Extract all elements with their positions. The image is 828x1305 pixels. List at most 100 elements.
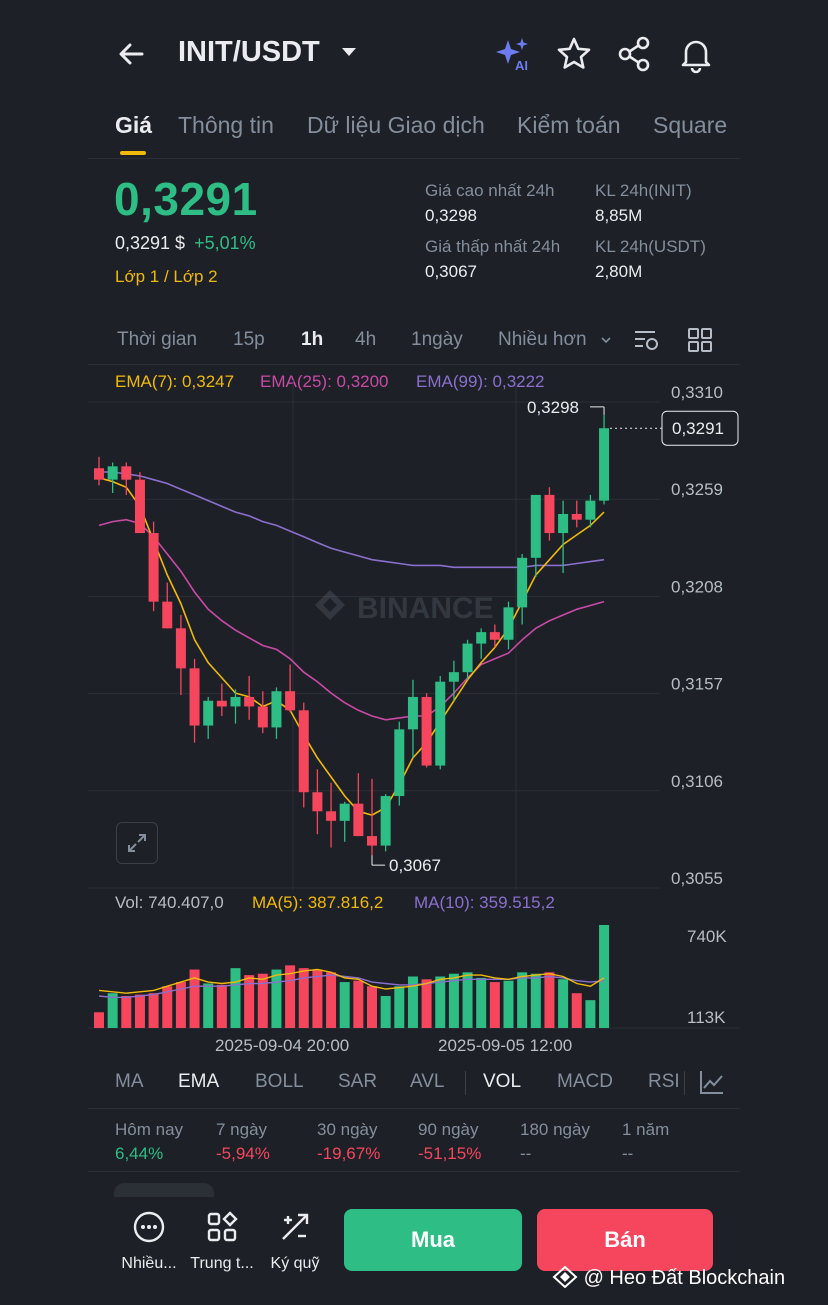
candlestick-chart[interactable]: 0,3310 0,3259 0,3208 0,3157 0,3106 0,3055 BIN… bbox=[0, 380, 828, 900]
volume-bar bbox=[326, 972, 337, 1028]
candle-body bbox=[599, 428, 610, 501]
back-arrow-icon[interactable] bbox=[112, 34, 152, 74]
interval-more[interactable]: Nhiều hơn bbox=[498, 329, 587, 350]
indicator-avl[interactable]: AVL bbox=[410, 1071, 445, 1092]
indicator-rsi[interactable]: RSI bbox=[648, 1071, 680, 1092]
candle-body bbox=[544, 494, 555, 534]
indicator-settings-icon[interactable] bbox=[632, 326, 660, 354]
candle-body bbox=[312, 792, 323, 812]
candle bbox=[503, 601, 514, 650]
indicator-ma[interactable]: MA bbox=[115, 1071, 144, 1092]
candle bbox=[421, 693, 432, 768]
candle-body bbox=[530, 494, 541, 558]
diamond-logo-icon bbox=[552, 1265, 578, 1289]
low-24h-label: Giá thấp nhất 24h bbox=[425, 237, 561, 256]
layout-grid-icon[interactable] bbox=[686, 326, 714, 354]
indicator-ema[interactable]: EMA bbox=[178, 1071, 220, 1092]
indicator-vol[interactable]: VOL bbox=[483, 1071, 522, 1092]
ema7-line bbox=[98, 477, 605, 816]
candle bbox=[448, 660, 459, 701]
perf-value-7d: -5,94% bbox=[216, 1144, 270, 1163]
interval-1d[interactable]: 1ngày bbox=[411, 329, 463, 350]
volume-bar bbox=[435, 976, 446, 1028]
fullscreen-button[interactable] bbox=[116, 822, 158, 864]
x-axis-label: 2025-09-05 12:00 bbox=[438, 1036, 572, 1055]
perf-value-30d: -19,67% bbox=[317, 1144, 381, 1163]
buy-button[interactable]: Mua bbox=[344, 1209, 522, 1271]
ema25-line bbox=[98, 518, 605, 721]
perf-value-today: 6,44% bbox=[115, 1144, 164, 1163]
candle bbox=[244, 675, 255, 720]
candle-body bbox=[298, 710, 309, 793]
star-icon[interactable] bbox=[554, 34, 594, 74]
vol-quote-value: 2,80M bbox=[595, 262, 643, 281]
vol-quote-label: KL 24h(USDT) bbox=[595, 237, 706, 256]
candle bbox=[189, 658, 200, 743]
volume-bar bbox=[298, 968, 309, 1028]
svg-text:AI: AI bbox=[515, 58, 528, 73]
interval-4h[interactable]: 4h bbox=[355, 329, 377, 350]
volume-bar bbox=[257, 973, 268, 1028]
vol-tick-max: 740K bbox=[687, 927, 727, 946]
layer-tag[interactable]: Lớp 1 / Lớp 2 bbox=[115, 267, 218, 286]
interval-15m[interactable]: 15p bbox=[233, 329, 265, 350]
volume-chart[interactable]: 740K 113K 2025-09-04 20:00 2025-09-05 12:00 bbox=[0, 915, 828, 1060]
chevron-down-icon[interactable] bbox=[340, 46, 358, 58]
vol-legend: Vol: 740.407,0 bbox=[115, 893, 224, 912]
candle bbox=[367, 778, 377, 856]
y-tick-label: 0,3157 bbox=[671, 675, 723, 694]
pair-title[interactable]: INIT/USDT bbox=[178, 36, 320, 68]
candle-body bbox=[421, 696, 432, 766]
indicator-sar[interactable]: SAR bbox=[338, 1071, 378, 1092]
candle bbox=[94, 456, 104, 486]
candle-body bbox=[189, 668, 200, 726]
high-24h-value: 0,3298 bbox=[425, 206, 477, 225]
more-menu-button[interactable]: Nhiều... bbox=[114, 1210, 184, 1273]
ema25-legend: EMA(25): 0,3200 bbox=[260, 372, 389, 391]
bell-icon[interactable] bbox=[676, 34, 716, 74]
tab-audit[interactable]: Kiểm toán bbox=[517, 112, 621, 138]
y-tick-label: 0,3208 bbox=[671, 577, 723, 596]
margin-button[interactable]: Ký quỹ bbox=[260, 1210, 330, 1273]
ema99-line bbox=[99, 471, 605, 569]
perf-label-90d: 90 ngày bbox=[418, 1120, 479, 1139]
y-tick-label: 0,3055 bbox=[671, 869, 723, 888]
tab-trading-data[interactable]: Dữ liệu Giao dịch bbox=[307, 112, 485, 138]
chevron-down-icon[interactable] bbox=[600, 336, 612, 344]
volume-bar bbox=[107, 993, 118, 1028]
tab-square[interactable]: Square bbox=[653, 112, 728, 138]
candle bbox=[162, 582, 173, 629]
tab-price[interactable]: Giá bbox=[115, 112, 153, 138]
volume-bar bbox=[244, 975, 255, 1028]
tab-info[interactable]: Thông tin bbox=[178, 112, 274, 138]
vol-ma5-legend: MA(5): 387.816,2 bbox=[252, 893, 384, 912]
trading-center-button[interactable]: Trung t... bbox=[187, 1210, 257, 1273]
interval-time[interactable]: Thời gian bbox=[117, 329, 198, 350]
candle bbox=[312, 769, 323, 835]
interval-1h[interactable]: 1h bbox=[301, 329, 324, 350]
watermark-text: BINANCE bbox=[357, 592, 494, 625]
scroll-hint bbox=[114, 1183, 214, 1197]
credit-text: @ Heo Đất Blockchain bbox=[583, 1267, 786, 1289]
volume-bar bbox=[544, 972, 555, 1028]
indicator-boll[interactable]: BOLL bbox=[255, 1071, 304, 1092]
candle-body bbox=[326, 811, 337, 821]
volume-bar bbox=[380, 995, 391, 1028]
sell-button[interactable]: Bán bbox=[537, 1209, 713, 1271]
volume-bar bbox=[203, 983, 214, 1028]
candle bbox=[271, 687, 282, 739]
candle-body bbox=[476, 632, 487, 644]
candle bbox=[571, 500, 582, 528]
ai-sparkle-icon[interactable]: AI bbox=[494, 34, 534, 74]
volume-bar bbox=[558, 979, 569, 1028]
volume-bar bbox=[148, 993, 159, 1028]
chart-settings-icon[interactable] bbox=[698, 1068, 726, 1096]
trading-center-label: Trung t... bbox=[190, 1255, 254, 1272]
perf-label-30d: 30 ngày bbox=[317, 1120, 378, 1139]
candle bbox=[585, 494, 596, 528]
share-icon[interactable] bbox=[615, 34, 655, 74]
volume-bar bbox=[571, 993, 582, 1028]
indicator-macd[interactable]: MACD bbox=[557, 1071, 613, 1092]
volume-bar bbox=[134, 994, 145, 1028]
candle bbox=[380, 794, 391, 852]
